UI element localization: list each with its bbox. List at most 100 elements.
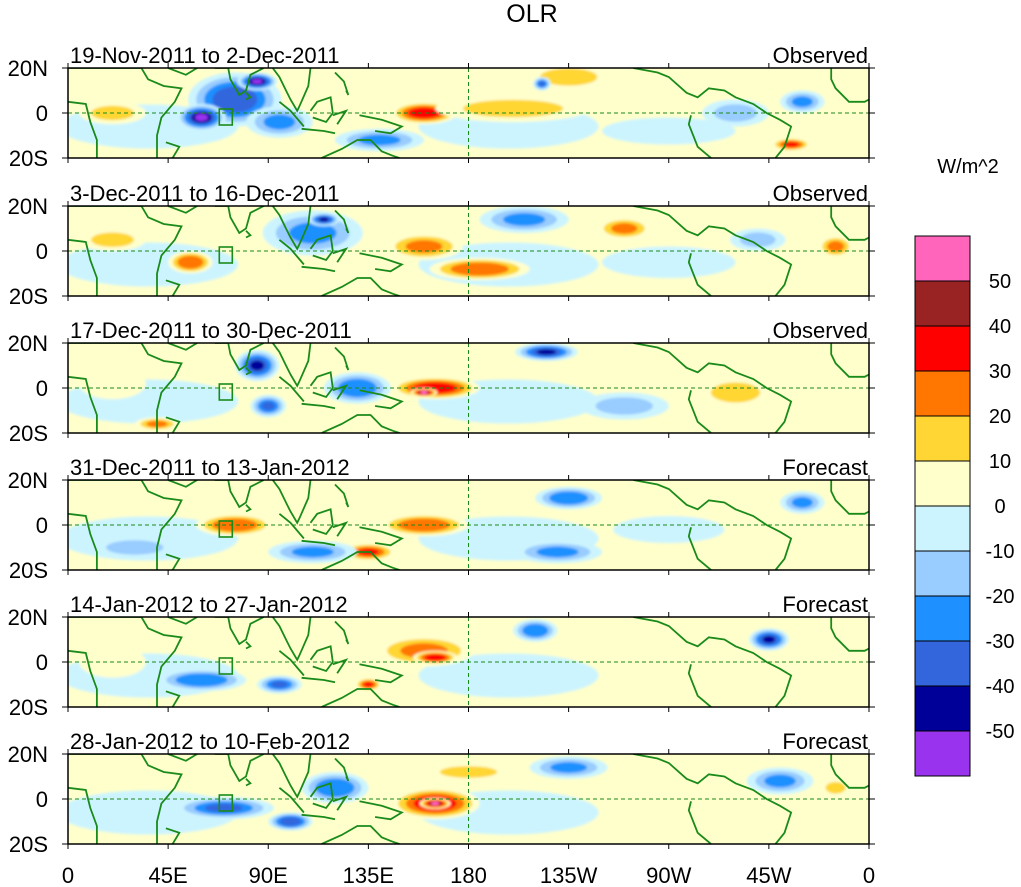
coastline (359, 114, 404, 135)
colorbar-units-label: W/m^2 (937, 156, 999, 178)
coastline (68, 480, 183, 570)
anomaly-contour (251, 79, 263, 84)
coastline (309, 782, 334, 810)
coastline (359, 800, 404, 821)
anomaly-contour (462, 99, 564, 118)
anomaly-contour (611, 223, 638, 234)
panel-period-label: 31-Dec-2011 to 13-Jan-2012 (70, 455, 350, 480)
y-tick-label: 0 (36, 513, 48, 538)
colorbar-swatch (914, 235, 971, 282)
anomaly-contour (291, 546, 334, 558)
colorbar-tick-label: 20 (989, 406, 1011, 428)
anomaly-contour (91, 232, 134, 247)
coastline (633, 754, 793, 844)
panel-period-label: 19-Nov-2011 to 2-Dec-2011 (70, 43, 339, 68)
anomaly-contour (319, 217, 329, 222)
anomaly-contour (91, 373, 134, 394)
coastline (271, 343, 312, 388)
coastline (830, 206, 869, 241)
coastline (271, 206, 312, 251)
panel-kind-label: Forecast (782, 592, 868, 617)
coastline (214, 754, 265, 783)
coastline (165, 690, 181, 707)
y-tick-label: 20S (9, 695, 48, 720)
coastline (68, 343, 183, 433)
anomaly-contour (431, 801, 440, 806)
anomaly-contour (536, 546, 579, 558)
coastline (332, 384, 349, 400)
coastline (271, 480, 312, 525)
anomaly-contour (739, 232, 776, 247)
anomaly-contour (405, 240, 443, 253)
coastline (278, 376, 305, 403)
colorbar-tick-label: -40 (986, 676, 1015, 698)
colorbar-tick-label: -10 (986, 541, 1015, 563)
coastline (332, 521, 349, 537)
anomaly-contour (536, 349, 557, 355)
colorbar-tick-label: 30 (989, 361, 1011, 383)
olr-panel: 20N 0 20S 3-Dec-2011 to 16-Dec-2011 Observed (8, 181, 875, 309)
coastline (214, 480, 265, 509)
coastline (830, 480, 869, 515)
coastline (301, 676, 336, 684)
y-tick-label: 20S (9, 146, 48, 171)
anomaly-contour (827, 241, 845, 252)
coastline (245, 504, 252, 513)
coastline (334, 71, 350, 96)
coastline (334, 483, 350, 508)
panel-period-label: 3-Dec-2011 to 16-Dec-2011 (70, 181, 339, 206)
coastline (68, 206, 183, 296)
coastline (167, 68, 198, 76)
anomaly-contour (625, 252, 712, 273)
anomaly-contour (413, 109, 435, 117)
coastline (309, 96, 334, 124)
anomaly-contour (556, 493, 582, 503)
coastline (301, 539, 336, 547)
x-tick-label: 90E (249, 863, 288, 887)
anomaly-contour (538, 81, 546, 87)
coastline (334, 620, 350, 645)
panel-kind-label: Observed (773, 318, 868, 343)
coastlines (68, 68, 869, 158)
coastline (278, 513, 305, 540)
colorbar-tick-label: 0 (994, 496, 1005, 518)
coastline (68, 786, 98, 844)
coastline (271, 617, 312, 662)
coastline (301, 265, 336, 273)
anomaly-contour (261, 401, 275, 411)
coastlines (68, 617, 869, 707)
coastline (633, 68, 793, 158)
anomaly-contour (540, 68, 598, 86)
y-tick-label: 0 (36, 650, 48, 675)
x-tick-label: 135E (343, 863, 394, 887)
coastline (830, 754, 869, 789)
anomaly-contour (420, 390, 428, 395)
colorbar-tick-label: 10 (989, 451, 1011, 473)
x-tick-label: 0 (863, 863, 875, 887)
coastlines (68, 206, 869, 296)
colorbar-swatch (914, 415, 971, 462)
coastline (245, 778, 252, 787)
coastline (334, 346, 350, 371)
coastline (687, 801, 712, 844)
coastline (165, 827, 181, 844)
coastline (301, 127, 336, 135)
panel-kind-label: Forecast (782, 729, 868, 754)
y-tick-label: 0 (36, 787, 48, 812)
x-tick-label: 0 (62, 863, 74, 887)
coastline (321, 551, 400, 570)
coastline (332, 247, 349, 263)
coastline (687, 253, 712, 296)
olr-panel: 20N 0 20S 28-Jan-2012 to 10-Feb-2012 Forecas… (8, 729, 875, 857)
coastline (167, 480, 198, 488)
coastline (278, 787, 305, 814)
chart-title: OLR (506, 0, 557, 28)
anomaly-contour (825, 781, 846, 794)
panel-kind-label: Observed (773, 181, 868, 206)
colorbar-tick-label: 40 (989, 316, 1011, 338)
colorbar-swatch (914, 460, 971, 507)
anomaly-field (68, 754, 869, 844)
coastline (278, 239, 305, 266)
coastline (309, 645, 334, 673)
anomaly-contour (358, 134, 401, 146)
